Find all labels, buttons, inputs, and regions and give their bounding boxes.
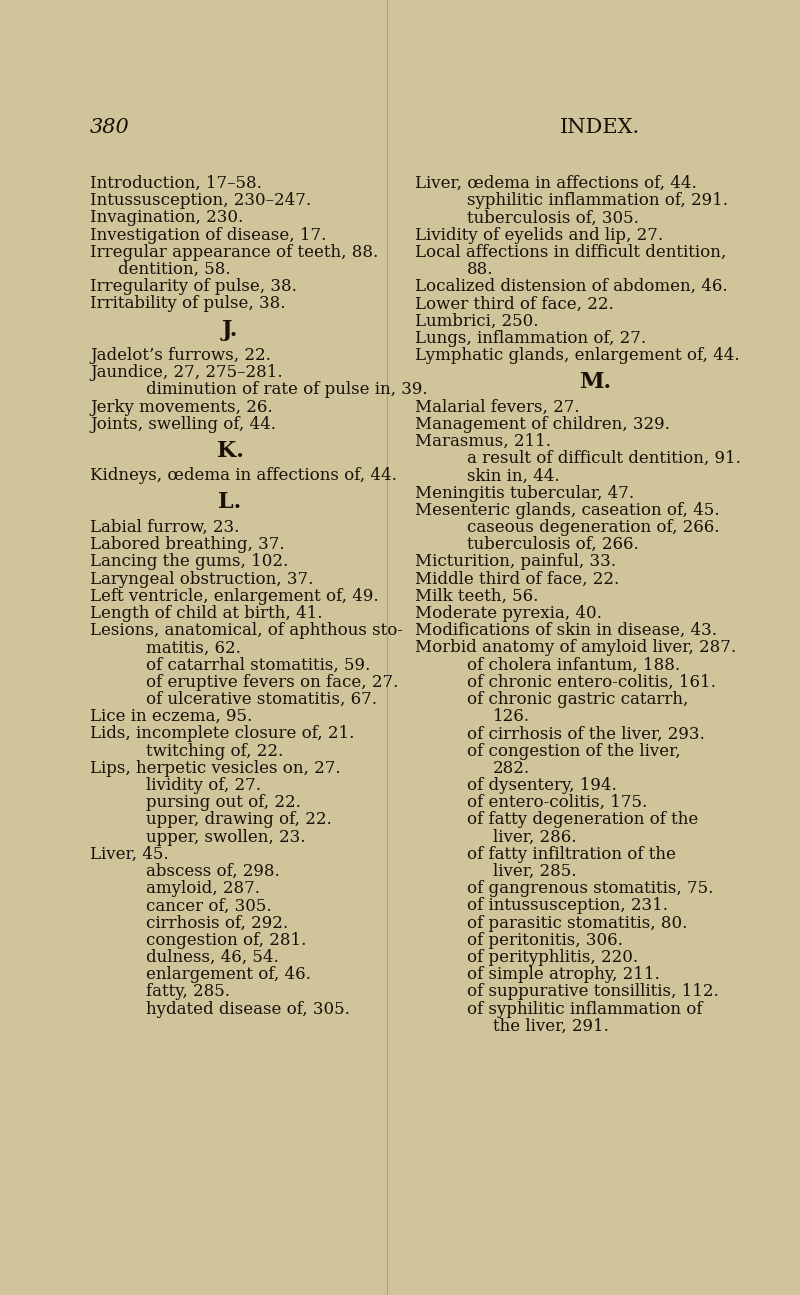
Text: Irritability of pulse, 38.: Irritability of pulse, 38. — [90, 295, 286, 312]
Text: Milk teeth, 56.: Milk teeth, 56. — [415, 588, 538, 605]
Text: Lips, herpetic vesicles on, 27.: Lips, herpetic vesicles on, 27. — [90, 760, 341, 777]
Text: enlargement of, 46.: enlargement of, 46. — [146, 966, 311, 983]
Text: of perityphlitis, 220.: of perityphlitis, 220. — [467, 949, 638, 966]
Text: Lymphatic glands, enlargement of, 44.: Lymphatic glands, enlargement of, 44. — [415, 347, 740, 364]
Text: Moderate pyrexia, 40.: Moderate pyrexia, 40. — [415, 605, 602, 622]
Text: Liver, œdema in affections of, 44.: Liver, œdema in affections of, 44. — [415, 175, 697, 192]
Text: Local affections in difficult dentition,: Local affections in difficult dentition, — [415, 243, 726, 260]
Text: twitching of, 22.: twitching of, 22. — [146, 742, 283, 760]
Text: Marasmus, 211.: Marasmus, 211. — [415, 433, 551, 449]
Text: of entero-colitis, 175.: of entero-colitis, 175. — [467, 794, 647, 811]
Text: of suppurative tonsillitis, 112.: of suppurative tonsillitis, 112. — [467, 983, 718, 1001]
Text: tuberculosis of, 305.: tuberculosis of, 305. — [467, 210, 639, 227]
Text: 88.: 88. — [467, 262, 494, 278]
Text: of eruptive fevers on face, 27.: of eruptive fevers on face, 27. — [146, 673, 398, 690]
Text: fatty, 285.: fatty, 285. — [146, 983, 230, 1001]
Text: liver, 285.: liver, 285. — [493, 862, 577, 881]
Text: upper, drawing of, 22.: upper, drawing of, 22. — [146, 812, 332, 829]
Text: cancer of, 305.: cancer of, 305. — [146, 897, 272, 914]
Text: Modifications of skin in disease, 43.: Modifications of skin in disease, 43. — [415, 622, 717, 640]
Text: abscess of, 298.: abscess of, 298. — [146, 862, 280, 881]
Text: L.: L. — [218, 492, 242, 514]
Text: Meningitis tubercular, 47.: Meningitis tubercular, 47. — [415, 484, 634, 501]
Text: of catarrhal stomatitis, 59.: of catarrhal stomatitis, 59. — [146, 657, 370, 673]
Text: of cholera infantum, 188.: of cholera infantum, 188. — [467, 657, 680, 673]
Text: of fatty degeneration of the: of fatty degeneration of the — [467, 812, 698, 829]
Text: Lids, incomplete closure of, 21.: Lids, incomplete closure of, 21. — [90, 725, 354, 742]
Text: of ulcerative stomatitis, 67.: of ulcerative stomatitis, 67. — [146, 692, 377, 708]
Text: of simple atrophy, 211.: of simple atrophy, 211. — [467, 966, 660, 983]
Text: pursing out of, 22.: pursing out of, 22. — [146, 794, 301, 811]
Text: hydated disease of, 305.: hydated disease of, 305. — [146, 1001, 350, 1018]
Text: upper, swollen, 23.: upper, swollen, 23. — [146, 829, 306, 846]
Text: 380: 380 — [90, 118, 130, 137]
Text: lividity of, 27.: lividity of, 27. — [146, 777, 261, 794]
Text: liver, 286.: liver, 286. — [493, 829, 577, 846]
Text: Lesions, anatomical, of aphthous sto-: Lesions, anatomical, of aphthous sto- — [90, 622, 403, 640]
Text: congestion of, 281.: congestion of, 281. — [146, 932, 306, 949]
Text: M.: M. — [579, 372, 611, 394]
Text: 126.: 126. — [493, 708, 530, 725]
Text: Management of children, 329.: Management of children, 329. — [415, 416, 670, 433]
Text: Invagination, 230.: Invagination, 230. — [90, 210, 243, 227]
Text: tuberculosis of, 266.: tuberculosis of, 266. — [467, 536, 638, 553]
Text: Kidneys, œdema in affections of, 44.: Kidneys, œdema in affections of, 44. — [90, 467, 397, 484]
Text: Jerky movements, 26.: Jerky movements, 26. — [90, 399, 273, 416]
Text: diminution of rate of pulse in, 39.: diminution of rate of pulse in, 39. — [146, 382, 428, 399]
Text: Irregularity of pulse, 38.: Irregularity of pulse, 38. — [90, 278, 297, 295]
Text: Lumbrici, 250.: Lumbrici, 250. — [415, 312, 538, 330]
Text: of parasitic stomatitis, 80.: of parasitic stomatitis, 80. — [467, 914, 687, 931]
Text: Localized distension of abdomen, 46.: Localized distension of abdomen, 46. — [415, 278, 728, 295]
Text: Lungs, inflammation of, 27.: Lungs, inflammation of, 27. — [415, 330, 646, 347]
Text: of fatty infiltration of the: of fatty infiltration of the — [467, 846, 676, 862]
Text: dentition, 58.: dentition, 58. — [118, 262, 230, 278]
Text: of intussusception, 231.: of intussusception, 231. — [467, 897, 668, 914]
Text: K.: K. — [217, 440, 243, 462]
Text: dulness, 46, 54.: dulness, 46, 54. — [146, 949, 278, 966]
Text: of dysentery, 194.: of dysentery, 194. — [467, 777, 617, 794]
Text: the liver, 291.: the liver, 291. — [493, 1018, 609, 1035]
Text: J.: J. — [222, 320, 238, 342]
Text: amyloid, 287.: amyloid, 287. — [146, 881, 260, 897]
Text: of peritonitis, 306.: of peritonitis, 306. — [467, 932, 623, 949]
Text: Laryngeal obstruction, 37.: Laryngeal obstruction, 37. — [90, 571, 314, 588]
Text: skin in, 44.: skin in, 44. — [467, 467, 560, 484]
Text: INDEX.: INDEX. — [560, 118, 640, 137]
Text: Joints, swelling of, 44.: Joints, swelling of, 44. — [90, 416, 276, 433]
Text: Malarial fevers, 27.: Malarial fevers, 27. — [415, 399, 580, 416]
Text: matitis, 62.: matitis, 62. — [146, 640, 241, 657]
Text: Irregular appearance of teeth, 88.: Irregular appearance of teeth, 88. — [90, 243, 378, 260]
Text: a result of difficult dentition, 91.: a result of difficult dentition, 91. — [467, 451, 741, 467]
Text: of chronic entero-colitis, 161.: of chronic entero-colitis, 161. — [467, 673, 716, 690]
Text: Lice in eczema, 95.: Lice in eczema, 95. — [90, 708, 252, 725]
Text: Investigation of disease, 17.: Investigation of disease, 17. — [90, 227, 326, 243]
Text: Lancing the gums, 102.: Lancing the gums, 102. — [90, 553, 288, 570]
Text: of syphilitic inflammation of: of syphilitic inflammation of — [467, 1001, 702, 1018]
Text: Left ventricle, enlargement of, 49.: Left ventricle, enlargement of, 49. — [90, 588, 378, 605]
Text: caseous degeneration of, 266.: caseous degeneration of, 266. — [467, 519, 719, 536]
Text: Liver, 45.: Liver, 45. — [90, 846, 169, 862]
Text: Mesenteric glands, caseation of, 45.: Mesenteric glands, caseation of, 45. — [415, 501, 719, 519]
Text: Length of child at birth, 41.: Length of child at birth, 41. — [90, 605, 322, 622]
Text: Jadelot’s furrows, 22.: Jadelot’s furrows, 22. — [90, 347, 271, 364]
Text: Lower third of face, 22.: Lower third of face, 22. — [415, 295, 614, 312]
Text: Morbid anatomy of amyloid liver, 287.: Morbid anatomy of amyloid liver, 287. — [415, 640, 736, 657]
Text: Introduction, 17–58.: Introduction, 17–58. — [90, 175, 262, 192]
Text: of cirrhosis of the liver, 293.: of cirrhosis of the liver, 293. — [467, 725, 705, 742]
Text: Labored breathing, 37.: Labored breathing, 37. — [90, 536, 285, 553]
Text: cirrhosis of, 292.: cirrhosis of, 292. — [146, 914, 288, 931]
Text: Labial furrow, 23.: Labial furrow, 23. — [90, 519, 239, 536]
Text: Middle third of face, 22.: Middle third of face, 22. — [415, 571, 619, 588]
Text: of gangrenous stomatitis, 75.: of gangrenous stomatitis, 75. — [467, 881, 714, 897]
Text: of congestion of the liver,: of congestion of the liver, — [467, 742, 681, 760]
Text: Intussusception, 230–247.: Intussusception, 230–247. — [90, 192, 311, 210]
Text: Jaundice, 27, 275–281.: Jaundice, 27, 275–281. — [90, 364, 282, 381]
Text: Lividity of eyelids and lip, 27.: Lividity of eyelids and lip, 27. — [415, 227, 663, 243]
Text: of chronic gastric catarrh,: of chronic gastric catarrh, — [467, 692, 688, 708]
Text: 282.: 282. — [493, 760, 530, 777]
Text: syphilitic inflammation of, 291.: syphilitic inflammation of, 291. — [467, 192, 728, 210]
Text: Micturition, painful, 33.: Micturition, painful, 33. — [415, 553, 616, 570]
